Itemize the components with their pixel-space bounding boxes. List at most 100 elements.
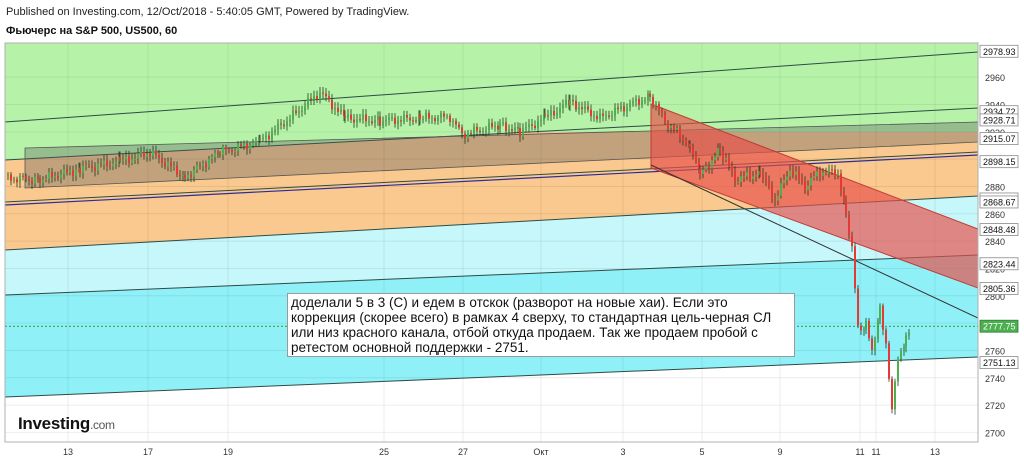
x-tick-label: 27 [458, 447, 468, 457]
x-tick-label: 11 [871, 447, 880, 457]
y-tick-label: 2720 [985, 401, 1005, 411]
candle-body [834, 169, 836, 176]
candle-body [255, 140, 257, 143]
candle-body [556, 112, 558, 116]
candle-body [517, 127, 519, 129]
candle-body [262, 137, 264, 139]
candle-body [652, 96, 654, 107]
candle-body [409, 117, 411, 121]
y-tick-label: 2800 [985, 292, 1005, 302]
candle-body [258, 138, 260, 141]
candle-body [406, 114, 408, 118]
candle-body [397, 120, 399, 124]
candle-body [234, 150, 236, 152]
candle-body [400, 120, 402, 122]
candle-body [679, 127, 681, 138]
candle-body [161, 157, 163, 163]
candle-body [13, 179, 15, 181]
candle-body [494, 125, 496, 128]
candle-body [446, 115, 448, 117]
candle-body [581, 107, 583, 110]
candle-body [307, 98, 309, 107]
candle-body [176, 165, 178, 175]
candle-body [647, 93, 649, 101]
candle-body [565, 100, 567, 106]
candle-body [623, 106, 625, 112]
candle-body [42, 179, 44, 183]
candle-body [540, 120, 542, 122]
candle-body [525, 127, 527, 129]
candle-body [755, 175, 757, 177]
candle-body [865, 320, 867, 330]
candle-body [31, 180, 33, 184]
candle-body [667, 122, 669, 128]
candle-body [840, 173, 842, 192]
candle-body [569, 100, 571, 106]
candle-body [164, 162, 166, 167]
candle-body [722, 150, 724, 160]
candle-body [816, 171, 818, 177]
candle-body [670, 126, 672, 128]
candle-body [792, 170, 794, 176]
candle-body [66, 169, 68, 172]
candle-body [479, 130, 481, 133]
price-tag [979, 223, 1019, 236]
candle-body [97, 163, 99, 171]
candle-body [649, 93, 651, 97]
price-tag [979, 319, 1019, 333]
candle-body [196, 165, 198, 170]
candle-body [491, 122, 493, 128]
candle-body [425, 112, 427, 119]
candle-body [34, 176, 36, 184]
candle-body [322, 92, 324, 94]
symbol-title: Фьючерс на S&P 500, US500, 60 [6, 25, 178, 37]
candle-body [359, 119, 361, 121]
candle-body [871, 338, 873, 350]
fan-line-5 [5, 356, 978, 398]
candle-body [122, 159, 124, 161]
candle-body [673, 126, 675, 130]
candle-body [75, 169, 77, 176]
candle-body [505, 122, 507, 131]
candle-body [125, 156, 127, 160]
candle-body [155, 150, 157, 155]
candle-body [316, 96, 318, 100]
candle-body [48, 172, 50, 179]
candle-body [265, 135, 267, 138]
candle-body [708, 165, 710, 169]
candle-body [682, 137, 684, 141]
candle-body [497, 125, 499, 130]
price-tag [979, 44, 1019, 58]
candle-body [277, 123, 279, 130]
candle-body [874, 339, 876, 350]
candle-body [292, 110, 294, 120]
candle-body [385, 119, 387, 122]
blue-trendline [5, 154, 978, 206]
candle-body [611, 115, 613, 117]
candle-body [422, 118, 424, 120]
candle-body [391, 117, 393, 119]
y-tick-label: 2840 [985, 237, 1005, 247]
candle-body [128, 156, 130, 163]
candle-body [403, 114, 405, 122]
candle-body [325, 93, 327, 97]
candle-body [388, 117, 390, 120]
candle-body [863, 329, 865, 331]
candle-body [547, 115, 549, 117]
candle-body [531, 124, 533, 126]
candle-body [550, 110, 552, 116]
candle-body [879, 305, 881, 321]
candle-body [158, 154, 160, 158]
candle-body [437, 117, 439, 122]
candle-body [740, 176, 742, 183]
logo-domain: .com [89, 418, 115, 432]
candle-body [106, 160, 108, 167]
x-tick-label: 13 [930, 447, 940, 457]
candle-body [219, 153, 221, 155]
candle-body [644, 100, 646, 102]
fan-line-1 [5, 107, 978, 161]
candle-body [608, 115, 610, 117]
x-tick-label: 25 [379, 447, 389, 457]
candle-body [854, 246, 856, 289]
